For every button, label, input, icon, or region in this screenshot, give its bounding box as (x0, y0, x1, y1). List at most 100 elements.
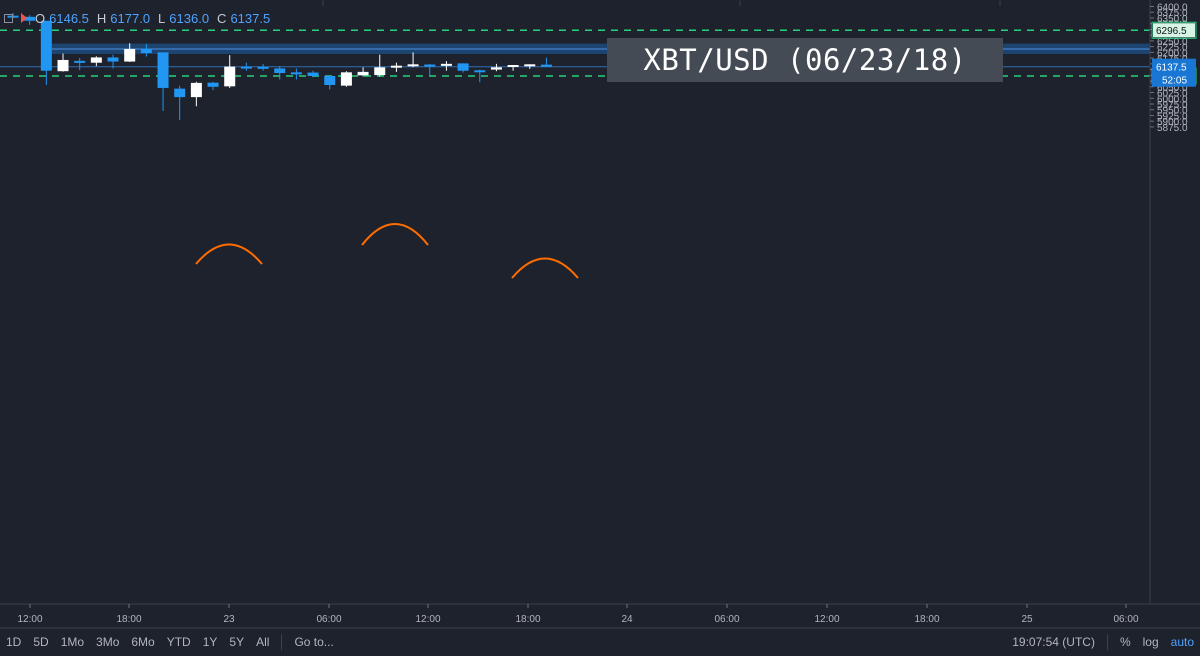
percent-scale-button[interactable]: % (1119, 635, 1131, 649)
range-ytd-button[interactable]: YTD (166, 635, 191, 649)
low-value: 6136.0 (169, 10, 210, 26)
high-value: 6177.0 (110, 10, 151, 26)
ohlc-legend: O 6146.5 H 6177.0 L 6136.0 C 6137.5 (4, 8, 274, 28)
candle-body (74, 60, 86, 63)
candle (457, 63, 469, 73)
range-3mo-button[interactable]: 3Mo (96, 635, 120, 649)
price-tick-label: 6375.0 (1157, 8, 1188, 19)
auto-scale-button[interactable]: auto (1170, 635, 1194, 649)
candle-body (190, 82, 202, 98)
candle-body (224, 66, 236, 87)
candle-body (57, 59, 69, 72)
range-5y-button[interactable]: 5Y (229, 635, 245, 649)
range-1y-button[interactable]: 1Y (202, 635, 218, 649)
price-tick-label: 6400.0 (1157, 3, 1188, 14)
candle (207, 81, 219, 91)
candle (340, 71, 352, 87)
toolbar-divider (281, 634, 283, 650)
candle (107, 54, 119, 69)
candle (7, 12, 19, 19)
candle-body (457, 63, 469, 71)
price-axis (1150, 0, 1200, 604)
candle-body (357, 71, 369, 76)
pattern-arc (511, 257, 579, 279)
price-tick-label: 6225.0 (1157, 43, 1188, 54)
time-tick-label: 23 (223, 614, 235, 625)
time-tick-label: 06:00 (1113, 614, 1138, 625)
candle (390, 62, 402, 72)
range-1d-button[interactable]: 1D (6, 635, 22, 649)
low-label: L (158, 10, 166, 26)
candle (407, 52, 419, 68)
last-price-tag (1152, 58, 1196, 87)
price-tick-label: 5925.0 (1157, 111, 1188, 122)
candle-body (90, 57, 102, 63)
candle (490, 63, 502, 72)
candle (474, 69, 486, 83)
range-6mo-button[interactable]: 6Mo (131, 635, 155, 649)
time-tick-label: 12:00 (415, 614, 440, 625)
last-price-label: 6137.5 (1156, 63, 1187, 74)
candle-body (407, 64, 419, 67)
candle (240, 62, 252, 71)
candle-body (340, 72, 352, 86)
candle-body (274, 68, 286, 74)
flag-icon[interactable] (21, 13, 27, 23)
candle (174, 85, 186, 121)
toolbar-divider (1106, 634, 1108, 650)
time-tick-label: 25 (1021, 614, 1033, 625)
menu-square-icon[interactable] (4, 13, 13, 23)
chart-title: XBT/USD (06/23/18) (607, 38, 1003, 82)
candle-body (207, 82, 219, 87)
price-tick-label: 5975.0 (1157, 100, 1188, 111)
clock-time[interactable]: 19:07:54 (UTC) (1012, 635, 1095, 649)
candle (140, 43, 152, 57)
candle (524, 64, 536, 69)
candle (374, 54, 386, 77)
candle-body (7, 15, 19, 18)
candle (90, 56, 102, 67)
open-value: 6146.5 (49, 10, 89, 26)
time-tick-label: 18:00 (116, 614, 141, 625)
candle (257, 63, 269, 71)
candle-body (140, 48, 152, 54)
candle (224, 55, 236, 88)
candle (540, 57, 552, 68)
log-scale-button[interactable]: log (1142, 635, 1159, 649)
candle (324, 75, 336, 90)
level-tag-label: 6296.5 (1156, 26, 1187, 37)
pattern-arc (361, 223, 429, 246)
candle-body (174, 88, 186, 98)
candle-body (307, 72, 319, 77)
level-tag-fill (1153, 23, 1195, 38)
close-label: C (217, 10, 227, 26)
candle-body (374, 67, 386, 76)
candle (24, 15, 36, 25)
candle (307, 70, 319, 78)
candle-body (124, 48, 136, 62)
candle (357, 67, 369, 77)
time-tick-label: 18:00 (515, 614, 540, 625)
candle-body (107, 57, 119, 62)
pattern-arc (195, 243, 263, 265)
time-tick-label: 12:00 (17, 614, 42, 625)
bottom-toolbar: 1D 5D 1Mo 3Mo 6Mo YTD 1Y 5Y All Go to...… (0, 628, 1200, 656)
range-1mo-button[interactable]: 1Mo (60, 635, 85, 649)
time-tick-label: 06:00 (316, 614, 341, 625)
open-label: O (35, 10, 46, 26)
candle (440, 61, 452, 71)
price-tick-label: 6050.0 (1157, 83, 1188, 94)
range-all-button[interactable]: All (256, 635, 270, 649)
candle-body (440, 63, 452, 66)
candle (190, 81, 202, 107)
range-5d-button[interactable]: 5D (33, 635, 49, 649)
price-tick-label: 6250.0 (1157, 37, 1188, 48)
candle-body (524, 64, 536, 67)
goto-button[interactable]: Go to... (294, 635, 334, 649)
time-tick-label: 24 (621, 614, 633, 625)
price-tick-label: 6200.0 (1157, 48, 1188, 59)
candle-body (474, 70, 486, 73)
candle-body (507, 64, 519, 67)
price-tick-label: 6025.0 (1157, 89, 1188, 100)
